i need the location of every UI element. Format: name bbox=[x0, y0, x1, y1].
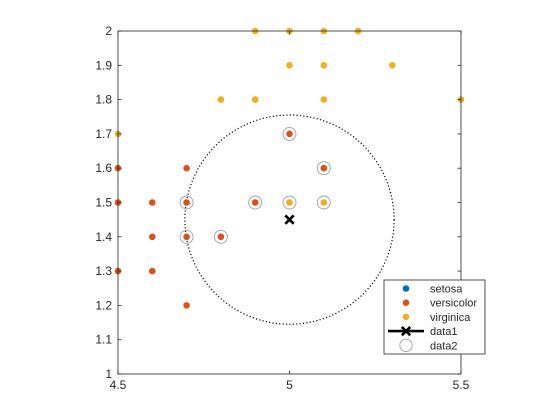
legend-label-data1: data1 bbox=[430, 326, 458, 338]
legend-label-setosa: setosa bbox=[430, 284, 463, 296]
y-tick-label: 1 bbox=[105, 367, 112, 381]
legend-label-data2: data2 bbox=[430, 340, 458, 352]
virginica-point bbox=[251, 96, 259, 103]
versicolor-point bbox=[183, 302, 190, 309]
legend-item-virginica: virginica bbox=[402, 312, 471, 324]
virginica-point bbox=[286, 62, 293, 69]
legend-virginica-swatch bbox=[402, 313, 410, 321]
x-tick-label: 4.5 bbox=[110, 378, 127, 392]
versicolor-point bbox=[183, 199, 190, 206]
legend-item-setosa: setosa bbox=[402, 284, 463, 296]
versicolor-point bbox=[149, 233, 156, 241]
virginica-point bbox=[320, 62, 328, 69]
legend-data2-swatch bbox=[399, 338, 413, 352]
versicolor-point bbox=[183, 164, 190, 172]
versicolor-point bbox=[320, 164, 328, 172]
x-tick-label: 5 bbox=[286, 378, 293, 392]
x-tick-label: 5.5 bbox=[453, 378, 470, 392]
legend-label-versicolor: versicolor bbox=[430, 298, 477, 310]
legend-versicolor-swatch bbox=[402, 299, 410, 307]
virginica-point bbox=[320, 199, 328, 206]
data2-circle bbox=[282, 126, 297, 141]
virginica-point bbox=[217, 96, 225, 103]
y-tick-label: 1.8 bbox=[95, 93, 112, 107]
versicolor-point bbox=[149, 267, 156, 275]
legend-data1-swatch bbox=[388, 325, 424, 337]
virginica-point bbox=[389, 62, 396, 69]
legend-item-data2: data2 bbox=[399, 338, 458, 352]
legend-item-data1: data1 bbox=[388, 325, 458, 338]
y-tick-label: 1.7 bbox=[95, 127, 112, 141]
y-tick-label: 1.9 bbox=[95, 58, 112, 72]
data2-circle bbox=[179, 195, 194, 210]
versicolor-point bbox=[251, 199, 259, 206]
data2-circle bbox=[179, 229, 194, 244]
data2-circle bbox=[213, 229, 228, 244]
y-tick-label: 1.5 bbox=[95, 196, 112, 210]
legend: setosa versicolor virginica data1 data2 bbox=[383, 279, 486, 355]
data2-circle bbox=[282, 195, 297, 210]
virginica-point bbox=[286, 199, 293, 206]
legend-item-versicolor: versicolor bbox=[402, 298, 477, 310]
versicolor-point bbox=[286, 130, 293, 138]
legend-label-virginica: virginica bbox=[430, 312, 471, 324]
versicolor-point bbox=[183, 233, 190, 241]
data2-circle bbox=[316, 161, 331, 176]
y-tick-label: 1.3 bbox=[95, 264, 112, 278]
tick-layer: 4.5 5 5.5 1 1.1 1.2 1.3 1.4 1.5 1.6 1.7 1.8 1.9 2 bbox=[95, 24, 469, 392]
data2-circle bbox=[316, 195, 331, 210]
y-tick-label: 1.4 bbox=[95, 230, 112, 244]
marker-layer bbox=[114, 27, 465, 309]
versicolor-point bbox=[217, 233, 225, 241]
y-tick-label: 2 bbox=[105, 24, 112, 38]
data1-marker bbox=[284, 214, 295, 225]
y-tick-label: 1.6 bbox=[95, 161, 112, 175]
legend-setosa-swatch bbox=[402, 285, 410, 292]
distance-circle-layer bbox=[184, 114, 395, 325]
data2-circle bbox=[248, 195, 263, 210]
versicolor-point bbox=[149, 199, 156, 206]
y-tick-label: 1.2 bbox=[95, 298, 112, 312]
y-tick-label: 1.1 bbox=[95, 333, 112, 347]
distance-circle bbox=[184, 114, 395, 325]
virginica-point bbox=[320, 96, 328, 103]
